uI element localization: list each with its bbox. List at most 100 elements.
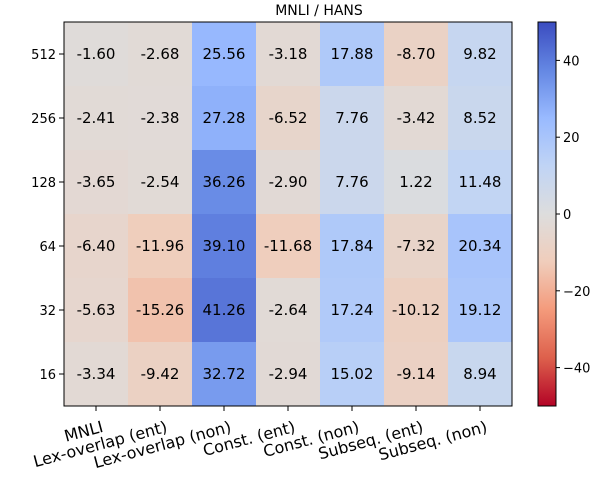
heatmap-cell	[448, 86, 513, 151]
cell-value-label: 17.88	[331, 45, 374, 63]
cell-value-label: 17.24	[331, 301, 374, 319]
cell-value-label: 7.76	[335, 109, 368, 127]
y-tick-label: 128	[31, 176, 56, 191]
cell-value-label: -2.54	[141, 173, 180, 191]
y-tick-label: 64	[39, 240, 56, 255]
heatmap-cell	[448, 150, 513, 215]
heatmap-cell	[64, 214, 129, 279]
cell-value-label: 41.26	[203, 301, 246, 319]
colorbar-tick-label: −20	[563, 285, 590, 300]
heatmap-cell	[320, 150, 385, 215]
heatmap-cell	[448, 278, 513, 343]
cell-value-label: -15.26	[136, 301, 184, 319]
colorbar	[537, 21, 557, 407]
cell-value-label: -3.34	[77, 365, 116, 383]
cell-value-label: -7.32	[397, 237, 436, 255]
heatmap-cell	[64, 150, 129, 215]
cell-value-label: 32.72	[203, 365, 246, 383]
heatmap-cell	[192, 150, 257, 215]
colorbar-tick-label: 20	[563, 131, 580, 146]
colorbar-tick-label: 40	[563, 54, 580, 69]
cell-value-label: 17.84	[331, 237, 374, 255]
heatmap-cell	[64, 278, 129, 343]
heatmap-cell	[192, 22, 257, 87]
heatmap-cell	[256, 214, 321, 279]
cell-value-label: -2.64	[269, 301, 308, 319]
cell-value-label: -11.68	[264, 237, 312, 255]
cell-value-label: -2.90	[269, 173, 308, 191]
heatmap-cell	[320, 214, 385, 279]
heatmap-cell	[448, 342, 513, 407]
heatmap-cell	[64, 342, 129, 407]
cell-value-label: 36.26	[203, 173, 246, 191]
heatmap-cell	[448, 214, 513, 279]
cell-value-label: 20.34	[459, 237, 502, 255]
cell-value-label: -2.41	[77, 109, 116, 127]
cell-value-label: -6.52	[269, 109, 308, 127]
cell-value-label: -9.14	[397, 365, 436, 383]
heatmap-cell	[384, 214, 449, 279]
cell-value-label: 8.94	[463, 365, 496, 383]
cell-value-label: -2.94	[269, 365, 308, 383]
heatmap-cell	[256, 150, 321, 215]
cell-value-label: 25.56	[203, 45, 246, 63]
heatmap-cell	[128, 86, 193, 151]
heatmap-cell	[384, 342, 449, 407]
cell-value-label: 9.82	[463, 45, 496, 63]
y-tick-label: 512	[31, 48, 56, 63]
heatmap-cell	[320, 278, 385, 343]
heatmap-cell	[192, 278, 257, 343]
cell-value-label: 27.28	[203, 109, 246, 127]
heatmap-cell	[256, 278, 321, 343]
cell-value-label: 1.22	[399, 173, 432, 191]
cell-value-label: 8.52	[463, 109, 496, 127]
heatmap-cell	[128, 214, 193, 279]
heatmap-cell	[256, 22, 321, 87]
cell-value-label: -5.63	[77, 301, 116, 319]
cell-value-label: -3.18	[269, 45, 308, 63]
cell-value-label: 15.02	[331, 365, 374, 383]
heatmap-cell	[64, 86, 129, 151]
cell-value-label: -6.40	[77, 237, 116, 255]
y-axis: 512 256 128 64 32 16	[31, 48, 64, 383]
cell-value-label: -2.68	[141, 45, 180, 63]
heatmap-cell	[192, 86, 257, 151]
heatmap-cell	[384, 278, 449, 343]
heatmap-cell	[128, 342, 193, 407]
cell-value-label: -8.70	[397, 45, 436, 63]
chart-title: MNLI / HANS	[275, 3, 363, 19]
heatmap-cell	[448, 22, 513, 87]
heatmap-cell	[128, 278, 193, 343]
colorbar-tick-label: 0	[563, 208, 571, 223]
cell-value-label: -10.12	[392, 301, 440, 319]
cell-value-label: -1.60	[77, 45, 116, 63]
y-tick-label: 16	[39, 368, 56, 383]
y-tick-label: 32	[39, 304, 56, 319]
heatmap-cell	[384, 150, 449, 215]
cell-value-label: 7.76	[335, 173, 368, 191]
heatmap-cell	[128, 22, 193, 87]
heatmap-cell	[64, 22, 129, 87]
heatmap-cell	[320, 342, 385, 407]
colorbar-tick-label: −40	[563, 362, 590, 377]
colorbar-axis: 40 20 0 −20 −40	[556, 54, 590, 377]
heatmap-cell	[320, 86, 385, 151]
cell-value-label: 11.48	[459, 173, 502, 191]
heatmap-cell	[384, 22, 449, 87]
heatmap-cell	[128, 150, 193, 215]
cell-value-label: -3.42	[397, 109, 436, 127]
cell-value-label: 39.10	[203, 237, 246, 255]
cell-value-label: -2.38	[141, 109, 180, 127]
heatmap-cells	[64, 22, 513, 407]
cell-value-label: -9.42	[141, 365, 180, 383]
cell-value-label: -3.65	[77, 173, 116, 191]
heatmap-cell	[256, 86, 321, 151]
heatmap-cell	[192, 342, 257, 407]
y-tick-label: 256	[31, 112, 56, 127]
cell-value-label: -11.96	[136, 237, 184, 255]
heatmap-cell	[384, 86, 449, 151]
heatmap-cell	[320, 22, 385, 87]
heatmap-cell	[192, 214, 257, 279]
